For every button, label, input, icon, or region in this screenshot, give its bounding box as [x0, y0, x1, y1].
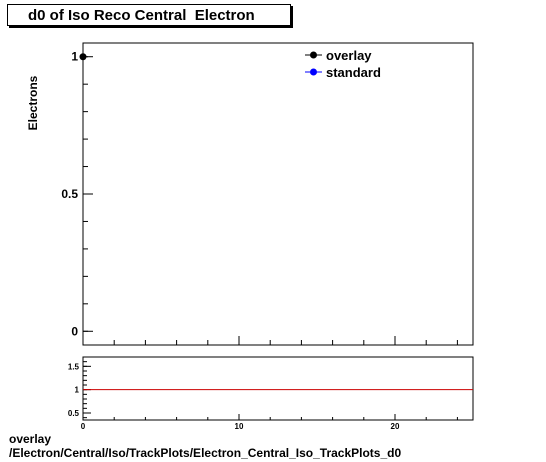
ratio-plot-frame — [82, 356, 474, 421]
ratio-x-tick-label: 0 — [81, 422, 86, 431]
ratio-x-tick-label: 20 — [391, 422, 400, 431]
y-tick-label: 1 — [71, 50, 78, 64]
main-plot: 0 0.5 1 Electrons overlay standard — [26, 42, 474, 346]
footer: overlay /Electron/Central/Iso/TrackPlots… — [9, 432, 401, 460]
footer-line-1: overlay — [9, 432, 52, 446]
ratio-y-tick-label: 0.5 — [68, 409, 80, 418]
ratio-plot: 0.5 1 1.5 0 10 20 — [68, 356, 474, 431]
main-plot-frame — [82, 42, 474, 346]
y-tick-label: 0 — [71, 324, 78, 338]
ratio-y-tick-label: 1 — [75, 386, 80, 395]
plot-title: d0 of Iso Reco Central Electron — [7, 4, 291, 26]
legend-label-overlay: overlay — [326, 48, 372, 63]
y-tick-label: 0.5 — [61, 187, 78, 201]
ratio-x-tick-label: 10 — [235, 422, 244, 431]
legend-label-standard: standard — [326, 65, 381, 80]
data-point-overlay — [79, 53, 87, 61]
footer-line-2: /Electron/Central/Iso/TrackPlots/Electro… — [9, 446, 402, 460]
legend-marker-standard — [310, 68, 317, 76]
ratio-y-tick-label: 1.5 — [68, 362, 80, 371]
legend-marker-overlay — [310, 51, 317, 59]
y-axis-label: Electrons — [26, 75, 40, 130]
